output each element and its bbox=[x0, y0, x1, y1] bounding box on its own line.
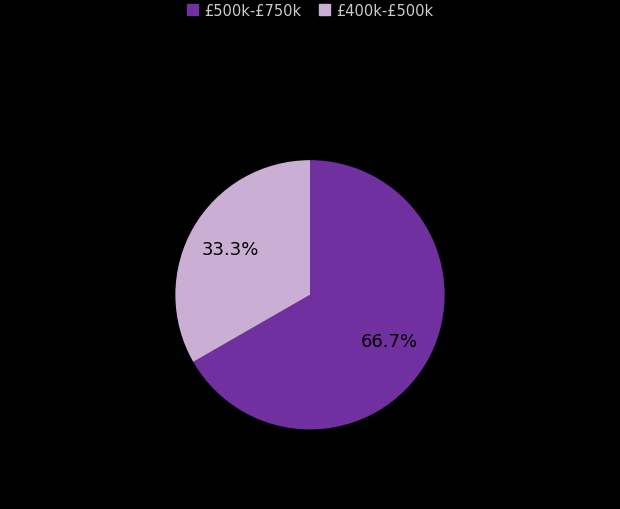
Wedge shape bbox=[193, 161, 445, 430]
Text: 33.3%: 33.3% bbox=[202, 240, 259, 259]
Legend: £500k-£750k, £400k-£500k: £500k-£750k, £400k-£500k bbox=[181, 0, 439, 24]
Text: 66.7%: 66.7% bbox=[361, 332, 418, 350]
Wedge shape bbox=[175, 161, 310, 362]
